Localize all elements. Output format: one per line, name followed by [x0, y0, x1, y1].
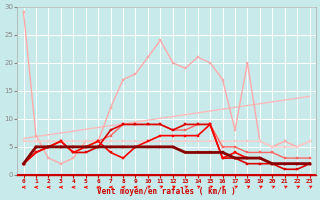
- X-axis label: Vent moyen/en rafales ( km/h ): Vent moyen/en rafales ( km/h ): [97, 187, 236, 196]
